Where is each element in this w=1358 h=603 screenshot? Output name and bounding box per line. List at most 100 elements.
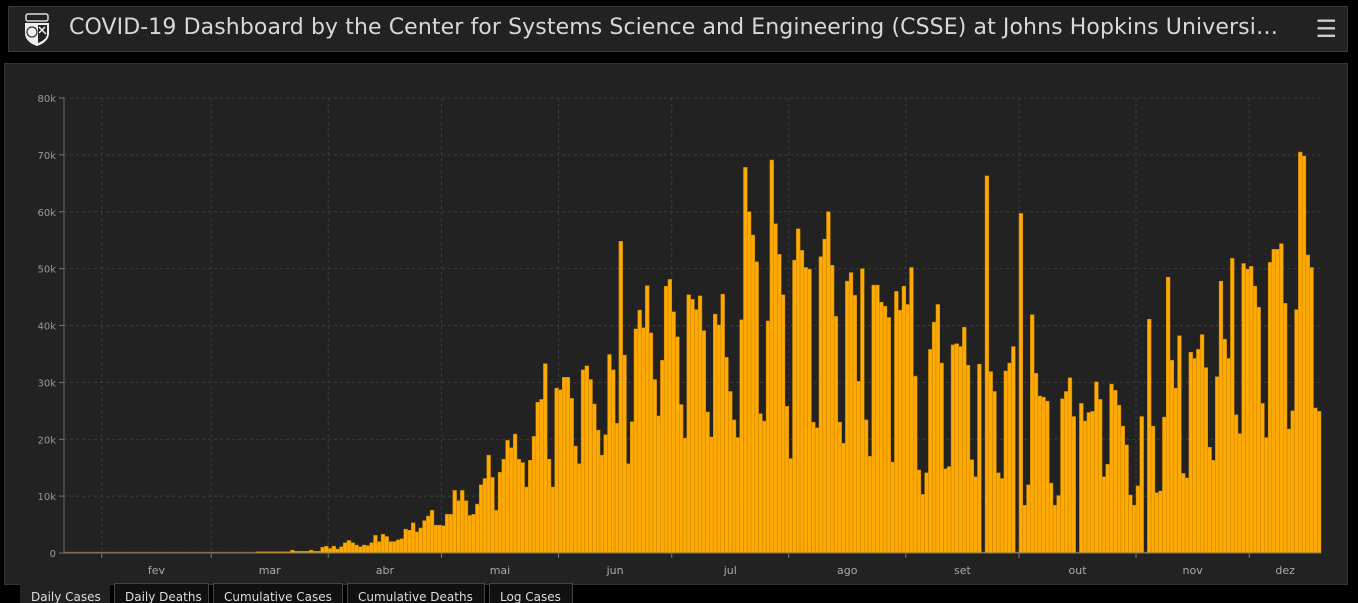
bar	[135, 551, 140, 553]
bar	[969, 459, 974, 554]
bar	[641, 327, 646, 554]
bar	[1154, 492, 1159, 554]
bar	[131, 551, 136, 553]
bar	[1124, 444, 1129, 554]
bar	[377, 541, 382, 554]
bar	[67, 551, 72, 553]
bar	[773, 223, 778, 554]
bar	[1064, 391, 1069, 554]
bar	[1203, 367, 1209, 554]
y-tick-label: 30k	[37, 378, 56, 389]
bar	[1316, 411, 1322, 554]
bar	[147, 551, 151, 553]
bar	[192, 551, 197, 553]
bar	[437, 524, 442, 554]
bar	[667, 279, 672, 554]
bar	[1192, 358, 1197, 554]
bar	[1196, 349, 1201, 554]
y-tick-label: 10k	[37, 492, 56, 503]
bar	[1226, 358, 1231, 554]
bar	[1313, 407, 1318, 554]
bar	[1188, 351, 1193, 554]
bar	[1082, 420, 1088, 554]
tab-cumulative-cases[interactable]: Cumulative Cases	[213, 583, 343, 603]
bar	[882, 305, 888, 554]
x-tick-label: jun	[606, 564, 624, 577]
bar	[373, 535, 378, 554]
bar	[97, 551, 102, 553]
bar	[954, 343, 959, 554]
bar	[1233, 414, 1239, 554]
x-tick-label: set	[954, 564, 971, 577]
bar	[988, 371, 993, 554]
bar	[792, 259, 797, 554]
bar	[222, 551, 227, 553]
bar	[584, 365, 589, 554]
bar	[252, 551, 257, 553]
bar	[833, 316, 839, 554]
bar	[543, 363, 548, 554]
bar	[611, 369, 616, 554]
bar	[1052, 504, 1058, 554]
bar	[177, 551, 182, 553]
bar	[546, 458, 552, 554]
bar	[1116, 404, 1122, 554]
bar	[1147, 318, 1152, 554]
bar	[1249, 266, 1254, 554]
bar	[803, 267, 808, 554]
tab-log-cases[interactable]: Log Cases	[489, 583, 573, 603]
bar	[403, 528, 408, 554]
bar	[414, 531, 420, 554]
bar	[1132, 504, 1137, 554]
tab-cumulative-deaths[interactable]: Cumulative Deaths	[347, 583, 485, 603]
bar	[395, 539, 401, 554]
bar	[1218, 280, 1224, 554]
bar	[531, 436, 537, 554]
bar	[818, 256, 823, 554]
bar	[494, 510, 499, 554]
bar	[407, 530, 412, 554]
tab-daily-deaths[interactable]: Daily Deaths	[114, 583, 209, 603]
bar	[1048, 482, 1054, 554]
bar	[1260, 403, 1265, 554]
x-tick-label: nov	[1183, 564, 1204, 577]
x-tick-label: ago	[837, 564, 858, 577]
bar	[445, 514, 450, 554]
bar	[350, 542, 355, 554]
x-tick-label: fev	[148, 564, 166, 577]
bar	[509, 447, 514, 554]
bar	[1283, 303, 1288, 554]
bar	[939, 362, 944, 554]
bar	[75, 551, 80, 553]
bar	[950, 344, 956, 554]
bar	[64, 551, 68, 553]
bar	[411, 522, 416, 554]
tab-daily-cases[interactable]: Daily Cases	[20, 583, 110, 603]
bar	[996, 472, 1001, 554]
bar	[852, 295, 857, 554]
bar	[622, 354, 627, 554]
bar	[826, 211, 831, 554]
bar	[637, 309, 642, 554]
bar	[1211, 460, 1216, 554]
bar	[505, 440, 510, 554]
bar	[418, 527, 423, 554]
hamburger-menu-icon[interactable]: ☰	[1315, 15, 1337, 43]
bar	[490, 477, 495, 554]
bar	[324, 545, 329, 554]
bar	[697, 295, 703, 554]
bar	[226, 551, 231, 553]
bar	[577, 463, 582, 554]
bar	[595, 429, 601, 554]
bar	[1007, 362, 1012, 554]
bar	[1165, 276, 1171, 554]
bar	[913, 375, 918, 554]
bar	[1015, 551, 1020, 553]
bar	[720, 293, 725, 554]
y-tick-label: 20k	[37, 435, 56, 446]
bar	[1305, 254, 1310, 554]
bar	[962, 326, 967, 554]
bar	[1252, 286, 1258, 554]
bar	[245, 551, 249, 553]
bar	[369, 542, 374, 554]
